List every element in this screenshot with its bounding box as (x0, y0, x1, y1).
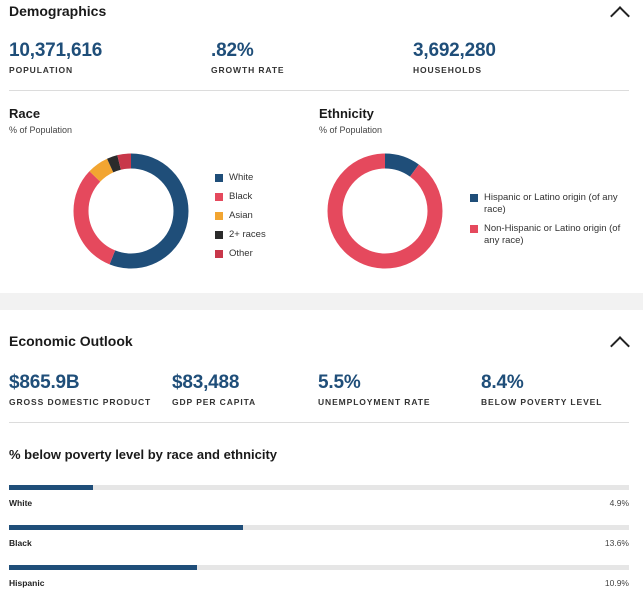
legend-label: Black (229, 191, 253, 202)
collapse-economic-chevron-up-icon[interactable] (610, 336, 630, 356)
legend-label: Other (229, 248, 253, 259)
legend-label: White (229, 172, 254, 183)
poverty-bar-track (9, 485, 629, 490)
poverty-bar-fill (9, 485, 94, 490)
legend-swatch (215, 174, 223, 182)
collapse-demographics-chevron-up-icon[interactable] (610, 6, 630, 26)
race-legend-item: Black (215, 191, 266, 203)
ethnicity-chart-subtitle: % of Population (319, 125, 383, 135)
legend-swatch (215, 193, 223, 201)
race-legend-item: Other (215, 248, 266, 260)
ethnicity-legend: Hispanic or Latino origin (of any race) N… (470, 192, 635, 254)
stat-gdp: $865.9B GROSS DOMESTIC PRODUCT (9, 372, 151, 407)
stat-label: GROWTH RATE (211, 65, 285, 75)
legend-label: Hispanic or Latino origin (of any race) (484, 192, 618, 215)
section-separator (0, 293, 643, 310)
donut-slice-black (73, 153, 189, 269)
stat-value: 8.4% (481, 372, 524, 393)
legend-swatch (215, 212, 223, 220)
ethnicity-legend-item: Hispanic or Latino origin (of any race) (470, 192, 635, 216)
stat-population: 10,371,616 POPULATION (9, 40, 102, 75)
legend-swatch (470, 225, 478, 233)
stat-value: $865.9B (9, 372, 80, 393)
legend-label: Non-Hispanic or Latino origin (of any ra… (484, 223, 621, 246)
economic-outlook-section: Economic Outlook $865.9B GROSS DOMESTIC … (0, 310, 643, 608)
stat-label: POPULATION (9, 65, 74, 75)
stat-label: BELOW POVERTY LEVEL (481, 397, 603, 407)
poverty-row-label: White (9, 498, 33, 508)
demographics-title: Demographics (9, 3, 107, 19)
race-legend-item: White (215, 172, 266, 184)
poverty-row-label: Hispanic (9, 578, 45, 588)
stat-value: 3,692,280 (413, 40, 496, 61)
donut-slice-other (73, 153, 189, 269)
ethnicity-donut-chart (327, 153, 443, 269)
race-legend-item: Asian (215, 210, 266, 222)
stat-growth-rate: .82% GROWTH RATE (211, 40, 284, 75)
poverty-bar-fill (9, 525, 244, 530)
divider (9, 422, 629, 423)
stat-gdp-per-capita: $83,488 GDP PER CAPITA (172, 372, 256, 407)
poverty-row-value: 10.9% (604, 578, 629, 588)
poverty-chart-title: % below poverty level by race and ethnic… (9, 447, 278, 462)
stat-label: UNEMPLOYMENT RATE (318, 397, 431, 407)
stat-value: 5.5% (318, 372, 361, 393)
stat-unemployment-rate: 5.5% UNEMPLOYMENT RATE (318, 372, 430, 407)
stat-below-poverty-level: 8.4% BELOW POVERTY LEVEL (481, 372, 602, 407)
poverty-bar-track (9, 565, 629, 570)
divider (9, 90, 629, 91)
race-chart-subtitle: % of Population (9, 125, 73, 135)
demographics-section: Demographics 10,371,616 POPULATION .82% … (0, 0, 643, 293)
legend-label: Asian (229, 210, 253, 221)
race-legend: White Black Asian 2+ races Other (215, 172, 266, 267)
donut-slice-non-hispanic-or-latino-origin-of-any-race (327, 153, 443, 269)
stat-households: 3,692,280 HOUSEHOLDS (413, 40, 496, 75)
legend-label: 2+ races (229, 229, 266, 240)
poverty-row-label: Black (9, 538, 32, 548)
poverty-bar-fill (9, 565, 197, 570)
legend-swatch (215, 231, 223, 239)
stat-label: GDP PER CAPITA (172, 397, 257, 407)
legend-swatch (215, 250, 223, 258)
legend-swatch (470, 194, 478, 202)
ethnicity-chart-title: Ethnicity (319, 106, 374, 121)
race-legend-item: 2+ races (215, 229, 266, 241)
ethnicity-legend-item: Non-Hispanic or Latino origin (of any ra… (470, 223, 635, 247)
stat-label: GROSS DOMESTIC PRODUCT (9, 397, 152, 407)
stat-label: HOUSEHOLDS (413, 65, 482, 75)
stat-value: $83,488 (172, 372, 240, 393)
race-donut-chart (73, 153, 189, 269)
stat-value: 10,371,616 (9, 40, 103, 61)
economic-outlook-title: Economic Outlook (9, 333, 133, 349)
poverty-bar-track (9, 525, 629, 530)
poverty-row-value: 4.9% (609, 498, 629, 508)
race-chart-title: Race (9, 106, 41, 121)
stat-value: .82% (211, 40, 254, 61)
poverty-row-value: 13.6% (604, 538, 629, 548)
